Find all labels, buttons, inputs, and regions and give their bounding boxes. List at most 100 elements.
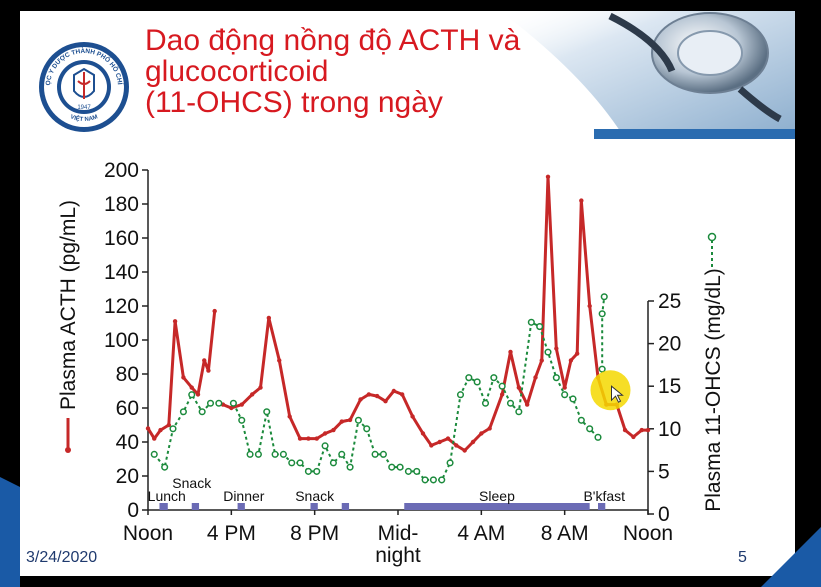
left-y-axis-title: Plasma ACTH (pg/mL) (57, 200, 80, 410)
cortisol-point (198, 408, 206, 416)
acth-point (524, 402, 530, 407)
stethoscope-photo-decoration (500, 11, 795, 139)
cortisol-point (254, 450, 262, 458)
left-y-tick-label: 160 (104, 227, 139, 250)
acth-point (562, 385, 567, 390)
x-tick-label: night (375, 544, 421, 567)
event-label: Snack (172, 475, 212, 491)
right-y-tick-label: 15 (658, 375, 681, 398)
slide-canvas: ĐẠI HỌC Y DƯỢC THÀNH PHỐ HỒ CHÍ MINH VIỆ… (20, 11, 795, 576)
right-y-tick-label: 25 (658, 290, 681, 313)
cortisol-point (536, 323, 544, 331)
cortisol-point (577, 416, 585, 424)
acth-series-line (146, 310, 217, 441)
event-bar (310, 503, 318, 510)
right-y-tick-label: 0 (658, 503, 670, 526)
acth-point (249, 392, 255, 397)
left-y-tick-label: 140 (104, 261, 139, 284)
cortisol-point (346, 463, 354, 471)
acth-point (287, 414, 292, 419)
cortisol-point (329, 459, 337, 467)
cortisol-point (498, 382, 506, 390)
mouse-pointer-icon (611, 385, 624, 403)
slide-title: Dao động nồng độ ACTH và glucocorticoid … (145, 24, 521, 119)
cortisol-point (506, 399, 515, 407)
acth-point (420, 431, 426, 436)
event-label: Dinner (223, 488, 265, 504)
acth-point (322, 431, 328, 436)
acth-point (554, 346, 559, 351)
acth-point (479, 431, 484, 436)
acth-point (545, 174, 551, 179)
cortisol-point (161, 463, 169, 471)
slide-date: 3/24/2020 (26, 549, 98, 566)
cortisol-point (481, 399, 490, 407)
cortisol-point (388, 463, 396, 471)
event-label: Snack (295, 488, 335, 504)
cortisol-point (363, 425, 371, 433)
svg-text:VIỆT NAM: VIỆT NAM (69, 114, 98, 123)
acth-point (195, 392, 201, 397)
right-y-axis-title: Plasma 11-OHCS (mg/dL) (702, 268, 725, 512)
x-tick-label: 4 PM (207, 522, 256, 545)
seal-year: 1947 (77, 105, 91, 111)
cortisol-point (456, 391, 465, 399)
acth-point (574, 351, 580, 356)
acth-point (374, 393, 380, 399)
event-bar (191, 503, 200, 510)
acth-point (145, 426, 151, 431)
acth-point (568, 358, 574, 363)
x-tick-label: 8 PM (290, 522, 339, 545)
cortisol-point (569, 395, 577, 403)
event-label: Lunch (148, 488, 186, 504)
left-y-tick-label: 0 (127, 499, 139, 522)
acth-point (206, 368, 211, 373)
cortisol-point (296, 459, 304, 467)
acth-legend-marker (65, 447, 71, 453)
cortisol-point (179, 408, 187, 416)
acth-point (277, 358, 282, 363)
cortisol-point (321, 442, 329, 450)
acth-point (533, 375, 538, 380)
cortisol-point (404, 467, 412, 475)
cortisol-point (169, 425, 177, 433)
cortisol-point (544, 348, 552, 356)
acth-point (158, 427, 163, 433)
acth-point (266, 315, 272, 321)
cortisol-point (371, 450, 379, 458)
acth-point (212, 308, 217, 314)
left-y-tick-label: 40 (116, 431, 139, 454)
x-tick-label: Noon (623, 522, 673, 545)
acth-series-line (222, 175, 648, 452)
cortisol-point (598, 365, 606, 373)
cortisol-point (304, 467, 312, 475)
acth-point (579, 198, 584, 203)
x-tick-label: 8 AM (541, 522, 589, 545)
left-y-tick-label: 180 (104, 193, 139, 216)
university-seal-icon: ĐẠI HỌC Y DƯỢC THÀNH PHỐ HỒ CHÍ MINH VIỆ… (38, 41, 129, 132)
acth-point (383, 399, 388, 404)
cortisol-point (446, 459, 454, 467)
acth-point (189, 385, 194, 390)
cortisol-point (552, 374, 560, 382)
acth-point (410, 414, 415, 419)
acth-point (152, 436, 157, 441)
right-y-tick-label: 10 (658, 418, 681, 441)
cortisol-point (229, 399, 237, 407)
acth-point (366, 392, 372, 397)
acth-point (297, 436, 303, 441)
acth-point (454, 443, 459, 448)
acth-point (202, 358, 207, 363)
acth-point (339, 419, 344, 424)
cortisol-series-line (601, 296, 606, 370)
cortisol-point (465, 374, 473, 382)
acth-point (645, 427, 651, 433)
slide-page-number: 5 (738, 549, 747, 566)
acth-point (331, 427, 336, 433)
cortisol-point (490, 374, 498, 382)
left-y-tick-label: 80 (116, 363, 139, 386)
event-bar (237, 503, 245, 510)
acth-point (306, 436, 311, 441)
cortisol-point (515, 408, 523, 416)
